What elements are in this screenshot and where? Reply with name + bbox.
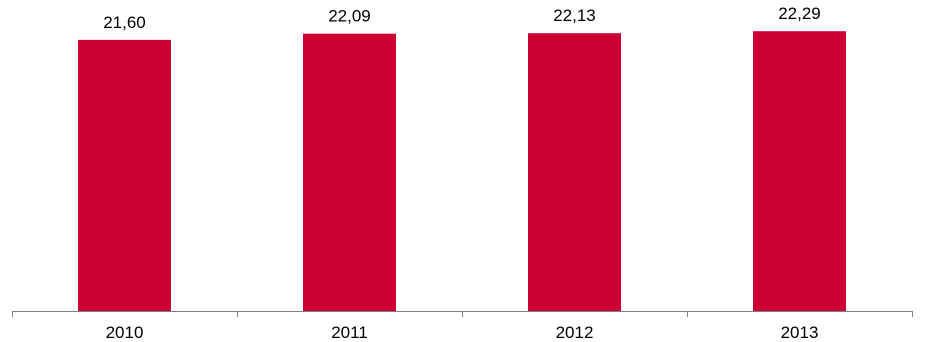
- bar-2013: [753, 31, 846, 311]
- x-tick-label-2013: 2013: [781, 323, 819, 342]
- x-tick-label-2011: 2011: [331, 323, 368, 342]
- x-tick-label-2012: 2012: [556, 323, 594, 342]
- bars-group: [78, 31, 846, 312]
- data-label-2010: 21,60: [103, 13, 146, 32]
- x-axis-tick-labels-group: 2010 2011 2012 2013: [106, 323, 819, 342]
- data-label-2011: 22,09: [328, 7, 371, 26]
- data-label-2013: 22,29: [778, 4, 821, 23]
- bar-2012: [528, 33, 621, 311]
- bar-2011: [303, 33, 396, 311]
- x-tick-label-2010: 2010: [106, 323, 144, 342]
- bar-2010: [78, 39, 171, 312]
- data-label-2012: 22,13: [553, 6, 596, 25]
- data-labels-group: 21,60 22,09 22,13 22,29: [103, 4, 821, 32]
- x-axis-ticks-group: [12, 311, 913, 317]
